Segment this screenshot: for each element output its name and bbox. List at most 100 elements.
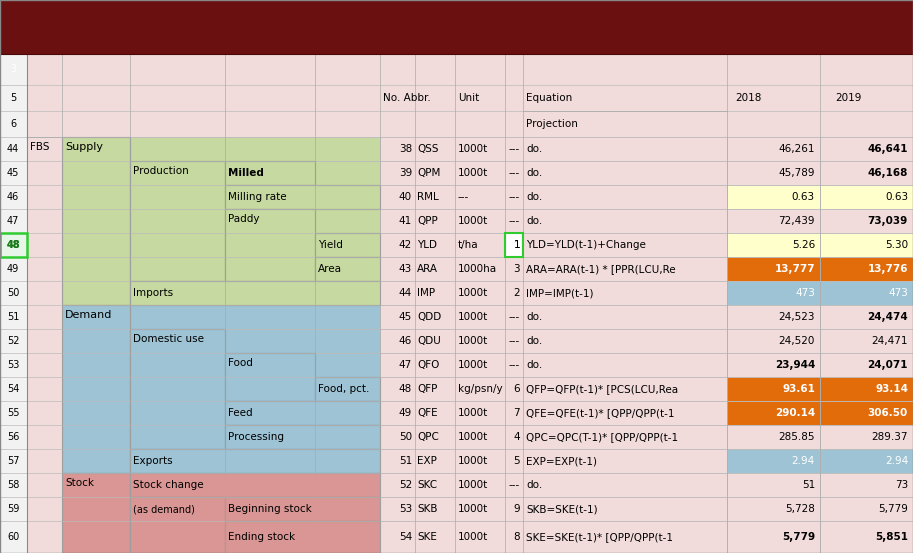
Bar [225,425,380,449]
Text: BG: BG [855,3,868,12]
Text: 2019: 2019 [835,93,861,103]
Text: 23,944: 23,944 [774,360,815,370]
Text: 38: 38 [399,144,412,154]
Text: 50: 50 [399,432,412,442]
Bar [380,497,727,521]
Bar [225,401,380,425]
Text: Food: Food [228,358,253,368]
Text: Ending stock: Ending stock [228,532,295,542]
Text: 43: 43 [399,264,412,274]
Text: 47: 47 [399,360,412,370]
Bar [727,449,820,473]
Bar [820,473,913,497]
Bar [27,209,380,233]
Text: 53: 53 [6,360,19,370]
Bar [727,473,820,497]
Text: 289.37: 289.37 [872,432,908,442]
Text: 2018: 2018 [735,93,761,103]
Text: QDD: QDD [417,312,441,322]
Bar [27,353,380,377]
Bar [505,0,535,54]
Bar [727,353,820,377]
Text: O: O [510,3,518,12]
Bar [27,329,380,353]
Text: Projection: Projection [526,119,578,129]
Bar [27,449,380,473]
Bar [380,449,727,473]
Text: 13,776: 13,776 [867,264,908,274]
Text: t/ha: t/ha [458,240,478,250]
Text: 0.63: 0.63 [792,192,815,202]
Bar [380,353,727,377]
Text: 473: 473 [888,288,908,298]
Text: YLD=YLD(t-1)+Change: YLD=YLD(t-1)+Change [526,240,645,250]
Bar [820,281,913,305]
Text: 6: 6 [10,119,16,129]
Text: 24,523: 24,523 [779,312,815,322]
Text: Domestic use: Domestic use [133,334,204,344]
Text: 1: 1 [513,240,520,250]
Text: 52: 52 [399,480,412,490]
Text: SKB: SKB [417,504,437,514]
Text: Yield: Yield [318,240,343,250]
Text: 24,471: 24,471 [872,336,908,346]
Text: EXP: EXP [417,456,437,466]
Bar [727,401,820,425]
Bar [380,329,727,353]
Text: QFO: QFO [417,360,439,370]
Bar [380,257,727,281]
Text: QFP: QFP [417,384,437,394]
Text: 51: 51 [802,480,815,490]
Text: 306.50: 306.50 [867,408,908,418]
Bar [380,305,727,329]
Text: 47: 47 [6,216,19,226]
Text: Exports: Exports [133,456,173,466]
Bar [315,377,380,401]
Text: Demand: Demand [65,310,112,320]
Text: 52: 52 [6,336,19,346]
Text: 0.63: 0.63 [885,192,908,202]
Text: 1000t: 1000t [458,144,488,154]
Text: do.: do. [526,144,542,154]
Text: 13,777: 13,777 [774,264,815,274]
Text: 5.30: 5.30 [885,240,908,250]
Bar [380,473,727,497]
Bar [0,0,913,54]
Bar [130,161,225,281]
Text: E: E [268,3,273,12]
Text: 7: 7 [513,408,520,418]
Bar [130,497,225,553]
Bar [820,329,913,353]
Text: 46,168: 46,168 [867,168,908,178]
Text: BF: BF [764,3,776,12]
Bar [820,425,913,449]
Bar [820,305,913,329]
Bar [380,521,727,553]
Text: 1000t: 1000t [458,480,488,490]
Text: 57: 57 [6,456,19,466]
Text: 5,728: 5,728 [785,504,815,514]
Text: 73,039: 73,039 [867,216,908,226]
Text: SKB=SKE(t-1): SKB=SKE(t-1) [526,504,598,514]
Text: 1000t: 1000t [458,168,488,178]
Text: F: F [344,3,350,12]
Text: FBS: FBS [30,142,49,152]
Bar [27,473,380,497]
Bar [380,401,727,425]
Text: 54: 54 [6,384,19,394]
Text: G: G [384,3,392,12]
Text: ---: --- [509,360,520,370]
Text: QFP=QFP(t-1)* [PCS(LCU,Rea: QFP=QFP(t-1)* [PCS(LCU,Rea [526,384,678,394]
Text: 55: 55 [6,408,19,418]
Bar [27,233,380,257]
Bar [820,401,913,425]
Text: 3: 3 [513,264,520,274]
Bar [727,521,820,553]
Bar [727,305,820,329]
Text: 9: 9 [513,504,520,514]
Text: kg/psn/y: kg/psn/y [458,384,503,394]
Text: do.: do. [526,336,542,346]
Bar [225,185,380,209]
Bar [225,161,315,185]
Bar [225,497,380,521]
